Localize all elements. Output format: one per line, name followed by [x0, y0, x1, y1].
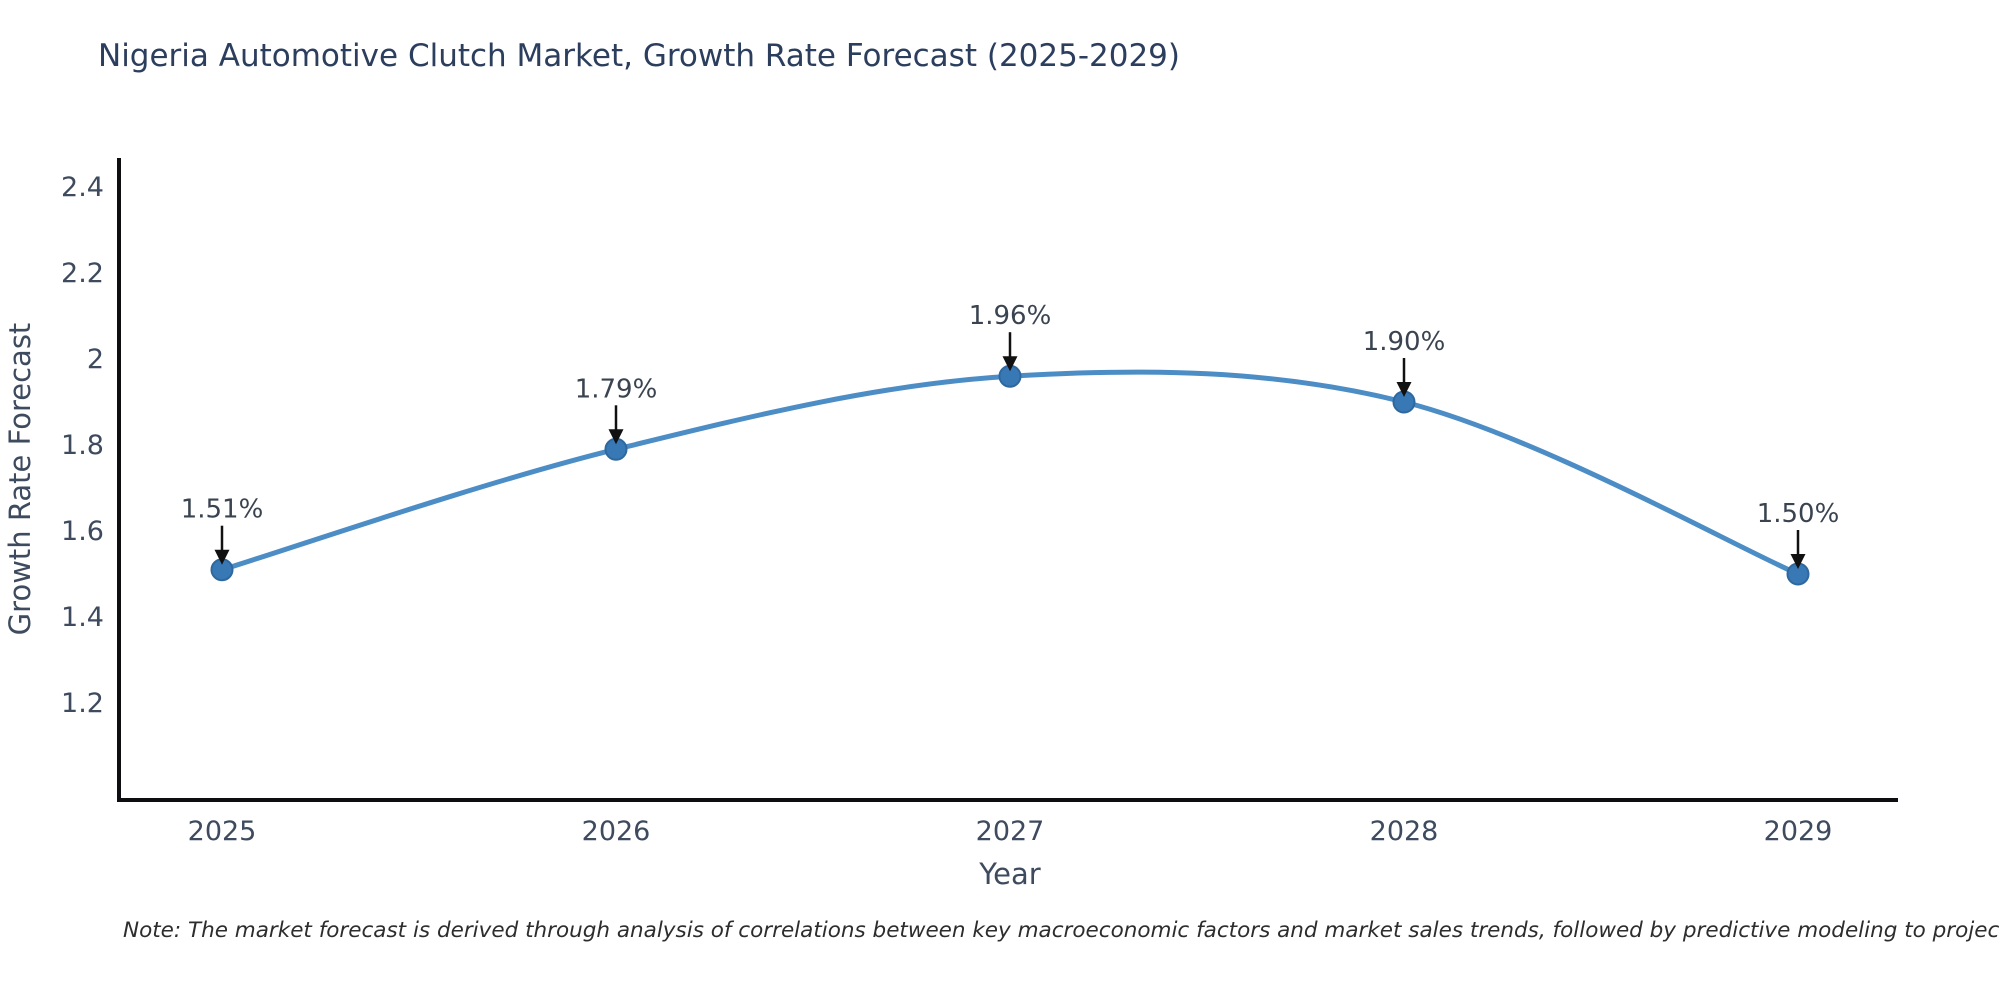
- footnote: Note: The market forecast is derived thr…: [123, 918, 2000, 943]
- data-point-label: 1.50%: [1757, 499, 1840, 529]
- x-tick-label: 2029: [1764, 816, 1833, 847]
- x-tick-label: 2028: [1370, 816, 1439, 847]
- data-point-label: 1.51%: [181, 495, 264, 525]
- y-tick-label: 1.6: [61, 516, 104, 547]
- x-tick-label: 2025: [188, 816, 257, 847]
- annotation-arrowhead-icon: [608, 429, 624, 445]
- y-axis-title: Growth Rate Forecast: [3, 323, 37, 636]
- annotation-arrowhead-icon: [1396, 382, 1412, 397]
- annotation-arrowhead-icon: [214, 549, 230, 565]
- forecast-line: [219, 369, 1801, 577]
- x-axis-title: Year: [978, 857, 1040, 891]
- data-point-label: 1.96%: [969, 301, 1052, 331]
- chart-title: Nigeria Automotive Clutch Market, Growth…: [98, 38, 1181, 74]
- y-tick-label: 1.4: [61, 602, 104, 633]
- x-tick-label: 2026: [582, 816, 651, 847]
- data-point-label: 1.79%: [575, 374, 658, 404]
- y-tick-label: 2.2: [61, 258, 104, 289]
- annotation-arrowhead-icon: [1790, 554, 1806, 569]
- x-tick-label: 2027: [976, 816, 1045, 847]
- y-tick-label: 1.8: [61, 430, 104, 461]
- data-point-label: 1.90%: [1363, 327, 1446, 357]
- annotation-arrowhead-icon: [1002, 356, 1018, 372]
- y-tick-label: 1.2: [61, 688, 104, 719]
- y-tick-label: 2: [87, 344, 104, 375]
- y-tick-label: 2.4: [61, 172, 104, 203]
